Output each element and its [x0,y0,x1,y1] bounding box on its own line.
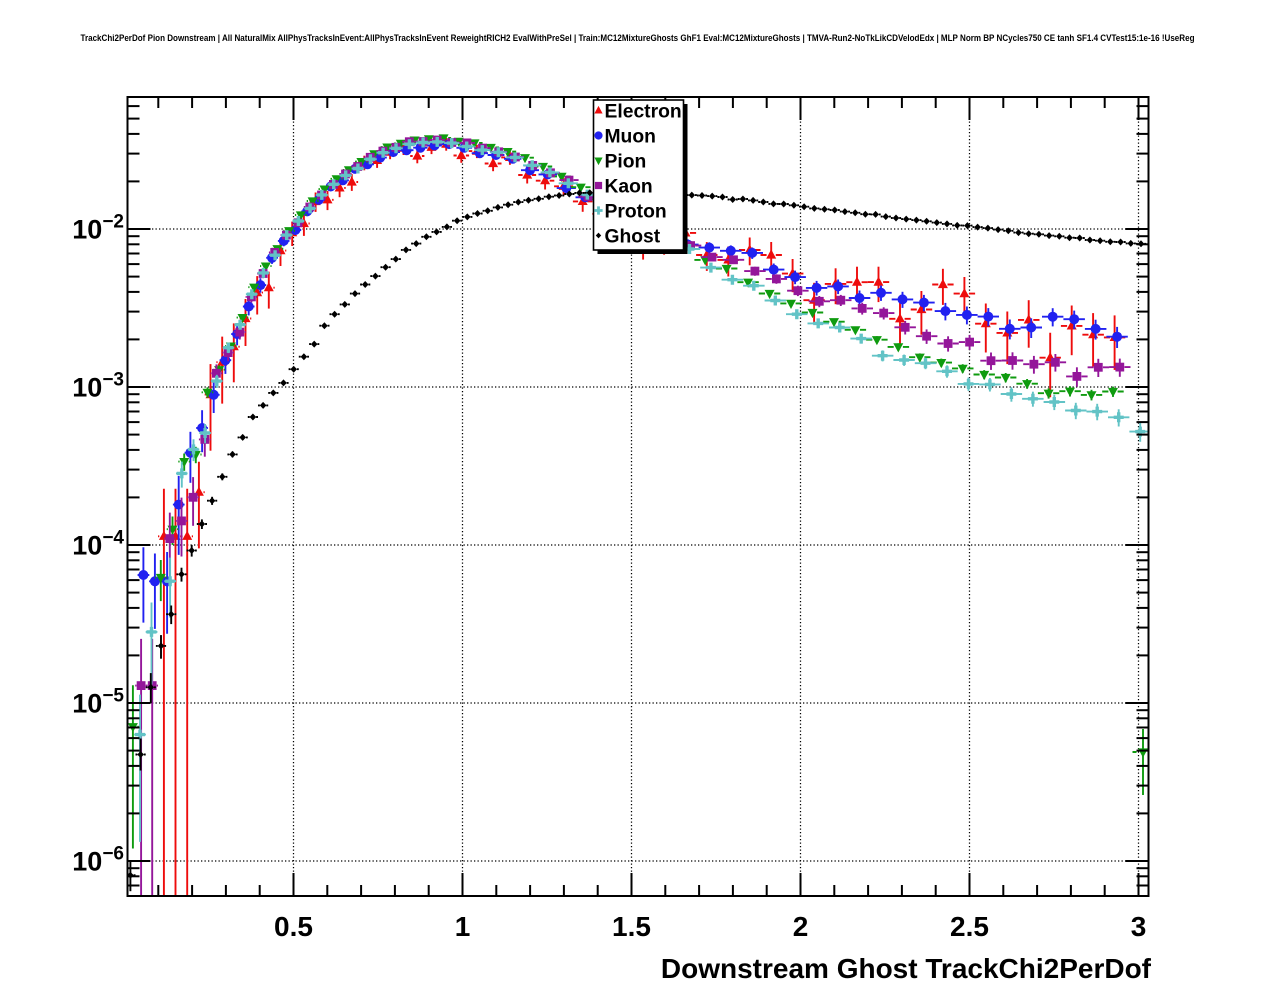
svg-text:2.5: 2.5 [950,911,989,942]
svg-text:10−5: 10−5 [72,686,124,719]
svg-text:Muon: Muon [605,127,656,148]
svg-text:Kaon: Kaon [605,177,653,198]
svg-text:0.5: 0.5 [274,911,313,942]
svg-text:2: 2 [793,911,809,942]
svg-text:Proton: Proton [605,202,667,223]
svg-text:1.5: 1.5 [612,911,651,942]
svg-text:Ghost: Ghost [605,227,661,248]
svg-text:TrackChi2PerDof Pion Downstrea: TrackChi2PerDof Pion Downstream | All Na… [81,33,1195,44]
svg-text:Electron: Electron [605,102,682,123]
svg-text:Pion: Pion [605,152,647,173]
svg-text:3: 3 [1131,911,1147,942]
svg-text:1: 1 [455,911,471,942]
svg-text:Downstream Ghost TrackChi2PerD: Downstream Ghost TrackChi2PerDof [661,953,1152,984]
